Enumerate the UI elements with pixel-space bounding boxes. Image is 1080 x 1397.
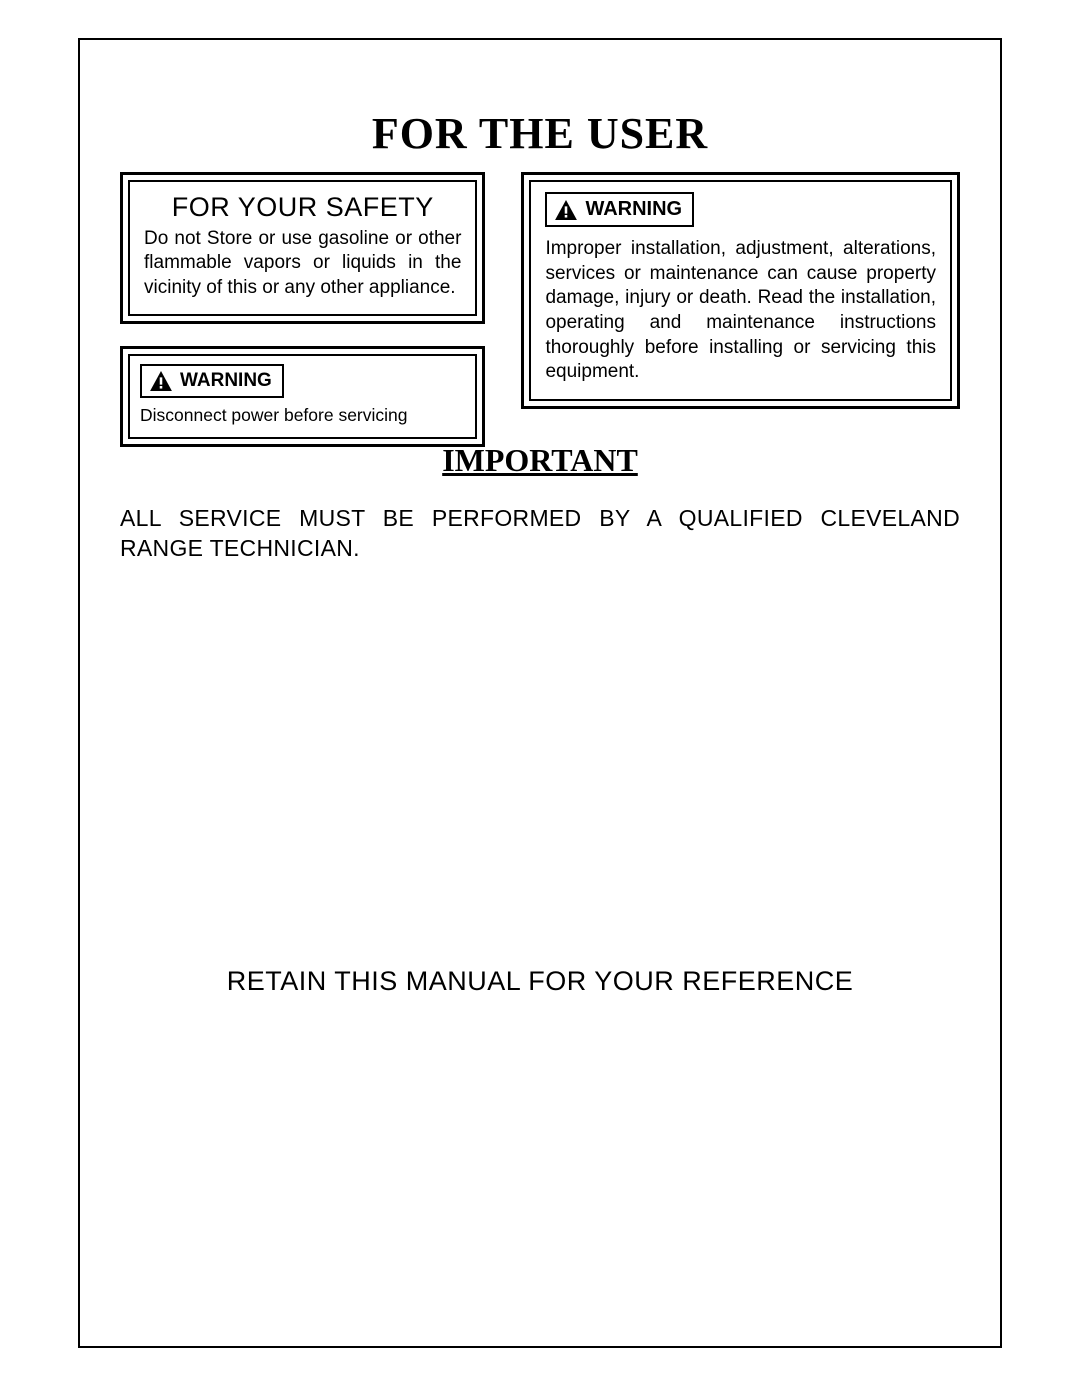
warning-small-inner: WARNING Disconnect power before servicin…	[128, 354, 477, 439]
right-column: WARNING Improper installation, adjustmen…	[521, 172, 960, 447]
warning-small-header: WARNING	[140, 364, 284, 398]
page-title: FOR THE USER	[0, 108, 1080, 159]
warning-large-label: WARNING	[585, 198, 682, 221]
warning-large-inner: WARNING Improper installation, adjustmen…	[529, 180, 952, 401]
left-column: FOR YOUR SAFETY Do not Store or use gaso…	[120, 172, 485, 447]
warning-large-box: WARNING Improper installation, adjustmen…	[521, 172, 960, 409]
warning-small-label: WARNING	[180, 370, 272, 392]
for-your-safety-title: FOR YOUR SAFETY	[144, 192, 461, 223]
important-heading: IMPORTANT	[0, 442, 1080, 479]
warning-large-text: Improper installation, adjustment, alter…	[545, 237, 936, 385]
for-your-safety-text: Do not Store or use gasoline or other fl…	[144, 227, 461, 300]
warning-small-box: WARNING Disconnect power before servicin…	[120, 346, 485, 447]
warning-large-header: WARNING	[545, 192, 694, 227]
important-text: ALL SERVICE MUST BE PERFORMED BY A QUALI…	[120, 504, 960, 564]
for-your-safety-inner: FOR YOUR SAFETY Do not Store or use gaso…	[128, 180, 477, 316]
retain-notice: RETAIN THIS MANUAL FOR YOUR REFERENCE	[0, 966, 1080, 997]
warning-triangle-icon	[150, 371, 172, 391]
warning-small-text: Disconnect power before servicing	[140, 404, 465, 427]
warning-triangle-icon	[555, 200, 577, 220]
for-your-safety-box: FOR YOUR SAFETY Do not Store or use gaso…	[120, 172, 485, 324]
warning-columns: FOR YOUR SAFETY Do not Store or use gaso…	[120, 172, 960, 447]
